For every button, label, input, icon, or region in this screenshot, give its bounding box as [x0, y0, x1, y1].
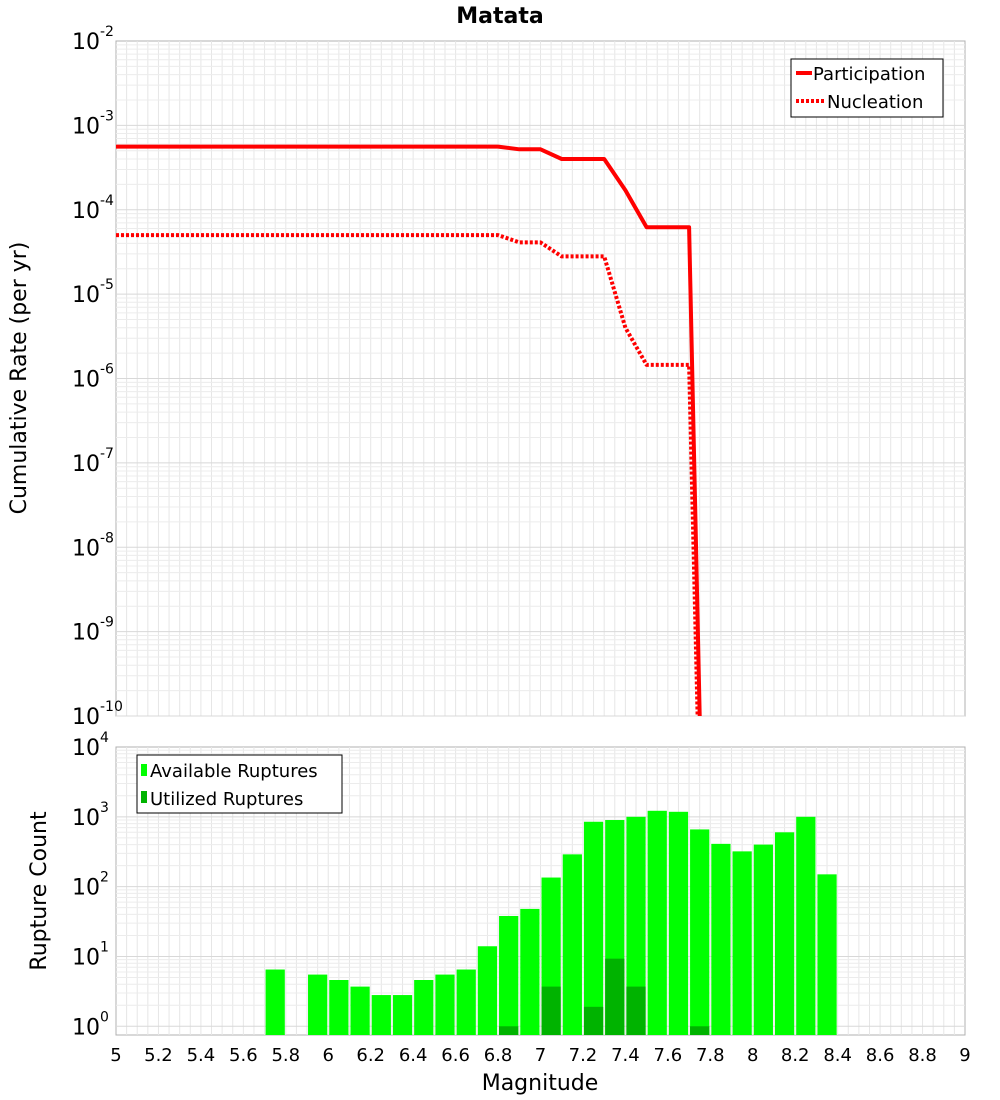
available-ruptures-bar [477, 946, 498, 1035]
count-y-tick-label: 102 [72, 870, 109, 901]
x-axis-label: Magnitude [482, 1071, 599, 1096]
count-y-tick-labels: 100 101 102 103 104 [72, 730, 109, 1040]
available-ruptures-bar [265, 969, 285, 1035]
x-tick-label: 8.2 [781, 1045, 810, 1066]
chart-title: Matata [456, 4, 543, 29]
available-ruptures-bar [583, 821, 604, 1035]
x-tick-label: 6 [323, 1045, 334, 1066]
available-ruptures-bar [732, 851, 752, 1035]
rate-y-tick-label: 10-9 [72, 615, 114, 646]
x-tick-label: 6.4 [399, 1045, 428, 1066]
series-line-participation [116, 144, 702, 717]
count-x-tick-labels: 5 5.2 5.4 5.6 5.8 6 6.2 6.4 6.6 6.8 7 7.2 7.4 7.6 7.8 8… [110, 1045, 970, 1066]
available-ruptures-bar [668, 811, 689, 1035]
rate-legend-box [790, 58, 944, 118]
available-ruptures-bar [562, 854, 582, 1035]
legend-participation-label: Participation [813, 64, 925, 85]
utilized-ruptures-bar [541, 986, 561, 1035]
x-tick-label: 7.6 [654, 1045, 683, 1066]
rate-y-tick-labels: 10-2 10-3 10-4 10-5 10-6 10-7 10-8 10-9 10-10 [72, 24, 123, 730]
count-y-axis-label: Rupture Count [27, 811, 52, 971]
utilized-ruptures-bar [605, 958, 625, 1035]
x-tick-label: 7.2 [569, 1045, 598, 1066]
available-ruptures-bar [753, 844, 773, 1035]
available-ruptures-bar [520, 908, 540, 1035]
utilized-ruptures-bar [499, 1026, 519, 1035]
available-ruptures-bar [329, 980, 349, 1035]
x-tick-label: 5.6 [229, 1045, 258, 1066]
count-y-tick-label: 103 [72, 800, 109, 831]
x-tick-label: 5.8 [271, 1045, 300, 1066]
series-line-nucleation [116, 233, 700, 717]
legend-available-label: Available Ruptures [150, 761, 318, 782]
legend-utilized-swatch [141, 791, 147, 803]
rate-y-tick-label: 10-4 [72, 193, 114, 224]
x-tick-label: 8.8 [908, 1045, 937, 1066]
x-tick-label: 6.6 [441, 1045, 470, 1066]
utilized-ruptures-bar [690, 1026, 710, 1035]
rate-y-axis-label: Cumulative Rate (per yr) [7, 242, 32, 515]
available-ruptures-bar [308, 974, 328, 1035]
x-tick-label: 7 [535, 1045, 546, 1066]
legend-available-swatch [141, 764, 147, 776]
available-ruptures-bar [499, 915, 519, 1035]
utilized-ruptures-bar [583, 1006, 604, 1035]
available-ruptures-bar [456, 969, 476, 1035]
count-y-tick-label: 104 [72, 730, 109, 761]
rate-y-tick-label: 10-5 [72, 277, 114, 308]
x-tick-label: 8.4 [823, 1045, 852, 1066]
rate-legend: Participation Nucleation [790, 58, 944, 118]
x-tick-label: 5 [110, 1045, 121, 1066]
count-y-tick-label: 101 [72, 939, 109, 970]
rate-y-tick-label: 10-8 [72, 530, 114, 561]
x-tick-label: 8.6 [866, 1045, 895, 1066]
rate-grid [116, 41, 965, 717]
count-legend-box [136, 754, 343, 814]
rate-panel: 10-2 10-3 10-4 10-5 10-6 10-7 10-8 10-9 10-10 Cu… [7, 24, 966, 730]
legend-nucleation-label: Nucleation [827, 92, 923, 113]
x-tick-label: 5.2 [144, 1045, 173, 1066]
legend-utilized-label: Utilized Ruptures [150, 789, 303, 810]
count-panel: 100 101 102 103 104 5 5.2 5.4 5.6 5.8 6 6.2 6.4 6.6 6… [27, 730, 971, 1096]
count-y-tick-label: 100 [72, 1009, 109, 1040]
available-ruptures-bar [817, 874, 837, 1035]
x-tick-label: 6.8 [484, 1045, 513, 1066]
x-tick-label: 7.4 [611, 1045, 640, 1066]
x-tick-label: 9 [959, 1045, 970, 1066]
utilized-ruptures-bar [626, 986, 646, 1035]
available-ruptures-bar [690, 829, 710, 1035]
available-ruptures-bar [435, 974, 455, 1035]
rate-y-tick-label: 10-10 [72, 699, 123, 730]
rate-y-tick-label: 10-3 [72, 108, 114, 139]
count-legend: Available Ruptures Utilized Ruptures [136, 754, 343, 814]
x-tick-label: 7.8 [696, 1045, 725, 1066]
available-ruptures-bar [647, 810, 667, 1035]
x-tick-label: 5.4 [187, 1045, 216, 1066]
available-ruptures-bar [392, 995, 413, 1035]
rate-y-tick-label: 10-2 [72, 24, 114, 55]
available-ruptures-bar [626, 816, 646, 1035]
available-ruptures-bar [796, 816, 816, 1035]
rate-series [116, 144, 702, 717]
count-bars [265, 810, 837, 1035]
available-ruptures-bar [711, 843, 731, 1035]
x-tick-label: 8 [747, 1045, 758, 1066]
available-ruptures-bar [371, 995, 391, 1035]
rate-y-tick-label: 10-7 [72, 446, 114, 477]
available-ruptures-bar [774, 832, 795, 1035]
available-ruptures-bar [414, 980, 434, 1035]
rate-y-tick-label: 10-6 [72, 362, 114, 393]
x-tick-label: 6.2 [356, 1045, 385, 1066]
available-ruptures-bar [350, 986, 370, 1035]
